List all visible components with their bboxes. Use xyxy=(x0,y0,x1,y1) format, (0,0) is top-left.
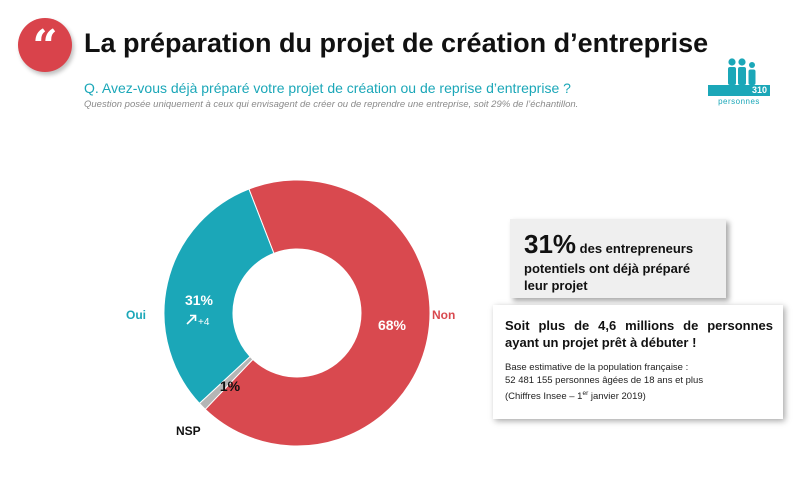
arrow-up-right-icon xyxy=(186,314,197,325)
evolution-oui: +4 xyxy=(198,317,210,328)
category-label-non: Non xyxy=(432,308,455,322)
survey-question: Q. Avez-vous déjà préparé votre projet d… xyxy=(84,80,571,96)
key-figure-text-first: des entrepreneurs xyxy=(576,241,694,256)
key-figure-value: 31% xyxy=(524,229,577,259)
key-figure-text-rest: potentiels ont déjà préparé leur projet xyxy=(524,261,691,293)
sample-unit: personnes xyxy=(718,97,760,106)
slice-label-oui: 31% xyxy=(185,292,214,308)
slice-label-nsp: 1% xyxy=(220,378,241,394)
quote-badge: “ xyxy=(18,18,72,72)
estimate-line-1: Base estimative de la population françai… xyxy=(505,362,689,373)
page-title: La préparation du projet de création d’e… xyxy=(84,28,709,58)
estimate-details: Base estimative de la population françai… xyxy=(505,361,773,403)
category-label-nsp: NSP xyxy=(176,424,201,438)
estimate-box: Soit plus de 4,6 millions de personnes a… xyxy=(493,305,783,419)
category-label-oui: Oui xyxy=(126,308,146,322)
estimate-line-3: (Chiffres Insee – 1er janvier 2019) xyxy=(505,390,646,403)
donut-hole xyxy=(233,249,361,377)
estimate-headline: Soit plus de 4,6 millions de personnes a… xyxy=(505,318,773,350)
key-figure-box: 31% des entrepreneurs potentiels ont déj… xyxy=(510,219,726,298)
estimate-line-2: 52 481 155 personnes âgées de 18 ans et … xyxy=(505,375,704,386)
slice-label-non: 68% xyxy=(378,317,407,333)
sample-note: Question posée uniquement à ceux qui env… xyxy=(84,99,579,110)
quote-icon: “ xyxy=(32,21,58,72)
sample-size-badge: 310 personnes xyxy=(708,58,770,118)
people-icon xyxy=(728,58,756,85)
sample-count: 310 xyxy=(708,85,770,96)
